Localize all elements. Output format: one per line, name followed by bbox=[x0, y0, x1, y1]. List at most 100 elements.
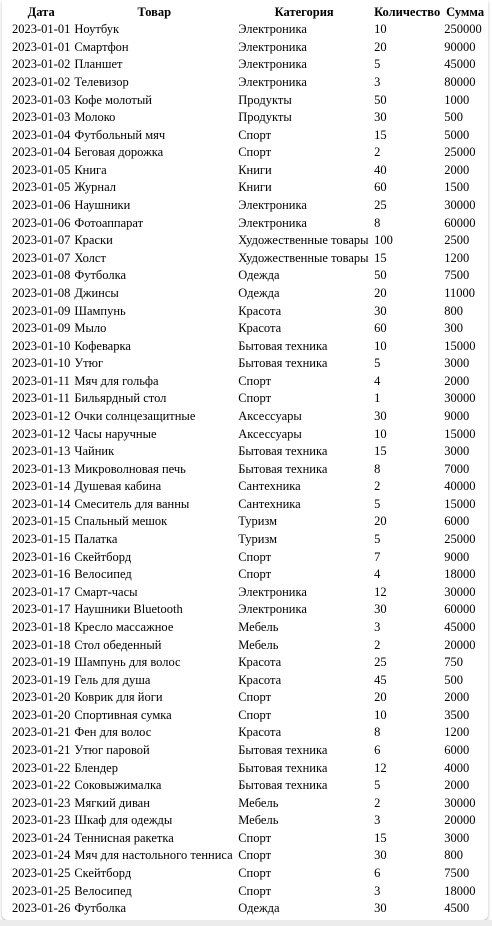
cell-category: Спорт bbox=[238, 707, 272, 722]
cell-quantity: 15 bbox=[374, 127, 387, 142]
window-bottom-strip bbox=[0, 920, 492, 926]
cell-date: 2023-01-15 bbox=[12, 532, 71, 547]
cell-date: 2023-01-05 bbox=[12, 180, 71, 195]
table-row: 2023-01-20 Коврик для йоги Спорт 20 2000 bbox=[10, 689, 488, 707]
cell-category: Спорт bbox=[238, 549, 272, 564]
cell-category: Электроника bbox=[238, 198, 307, 213]
cell-date: 2023-01-06 bbox=[12, 215, 71, 230]
cell-sum: 2000 bbox=[444, 690, 470, 705]
cell-category: Аксессуары bbox=[238, 409, 302, 423]
cell-sum: 6000 bbox=[444, 514, 470, 529]
table-row: 2023-01-13 Чайник Бытовая техника 15 3000 bbox=[10, 443, 488, 461]
cell-category: Красота bbox=[238, 672, 282, 687]
cell-sum: 25000 bbox=[444, 145, 476, 160]
cell-date: 2023-01-14 bbox=[12, 479, 71, 494]
cell-category: О bbox=[236, 917, 372, 920]
cell-date: 2023-01-20 bbox=[12, 690, 71, 705]
cell-quantity: 10 bbox=[374, 22, 387, 37]
cell-product: Шампунь bbox=[74, 303, 126, 318]
cell-sum: 20000 bbox=[444, 637, 476, 652]
table-row: 2023-01-08 Футболка Одежда 50 7500 bbox=[10, 267, 488, 285]
table-row: 2023-01-23 Шкаф для одежды Мебель 3 20000 bbox=[10, 812, 488, 830]
table-row: 2023-01-18 Кресло массажное Мебель 3 45000 bbox=[10, 619, 488, 637]
cell-sum: 7000 bbox=[444, 461, 470, 476]
cell-quantity: 10 bbox=[372, 917, 442, 920]
cell-category: Туризм bbox=[238, 532, 278, 547]
cell-quantity: 15 bbox=[374, 250, 387, 265]
cell-date: 2023-01-04 bbox=[12, 145, 71, 160]
table-row: 2023-01-12 Часы наручные Аксессуары 10 15000 bbox=[10, 425, 488, 443]
cell-category: Электроника bbox=[238, 39, 307, 54]
cell-date: 2023-01-21 bbox=[12, 742, 71, 757]
cell-sum: 2000 bbox=[444, 373, 470, 388]
cell-sum: 45000 bbox=[444, 57, 476, 72]
table-row: 2023-01-16 Скейтборд Спорт 7 9000 bbox=[10, 548, 488, 566]
cell-product: Фотоаппарат bbox=[74, 215, 144, 230]
table-row: 2023-01-05 Книга Книги 40 2000 bbox=[10, 162, 488, 180]
cell-date: 2023-01-08 bbox=[12, 285, 71, 300]
cell-date: 2023-01-08 bbox=[12, 268, 71, 283]
cell-category: Продукты bbox=[238, 92, 292, 107]
cell-sum: 25000 bbox=[444, 532, 476, 547]
cell-product: Гель для душа bbox=[74, 672, 151, 687]
cell-sum: 4500 bbox=[444, 901, 470, 916]
cell-quantity: 5 bbox=[374, 356, 381, 371]
cell-quantity: 30 bbox=[374, 110, 387, 125]
cell-category: Красота bbox=[238, 303, 282, 318]
cell-date: 2023-01-13 bbox=[12, 444, 71, 459]
table-row: 2023-01-01 Смартфон Электроника 20 90000 bbox=[10, 39, 488, 57]
table-row: 2023-01-23 Мягкий диван Мебель 2 30000 bbox=[10, 794, 488, 812]
cell-quantity: 25 bbox=[374, 655, 387, 670]
cell-category: Спорт bbox=[238, 883, 272, 898]
cell-date: 2023-01-25 bbox=[12, 866, 71, 881]
cell-product: Мяч для настольного тенниса bbox=[74, 848, 233, 863]
cell-product: Д bbox=[72, 917, 236, 920]
cell-sum: 60000 bbox=[444, 602, 476, 617]
cell-quantity: 3 bbox=[374, 813, 381, 828]
table-row: 2023-01-21 Фен для волос Красота 8 1200 bbox=[10, 724, 488, 742]
cell-category: Красота bbox=[238, 655, 282, 670]
cell-category: Спорт bbox=[238, 690, 272, 705]
cell-quantity: 3 bbox=[374, 75, 381, 90]
cell-product: Телевизор bbox=[74, 75, 129, 90]
cell-date: 2023-01-10 bbox=[12, 356, 71, 371]
cell-sum: 30000 bbox=[444, 584, 476, 599]
cell-sum: 250000 bbox=[444, 22, 482, 37]
cell-sum: 15000 bbox=[444, 426, 476, 441]
cell-product: Ноутбук bbox=[74, 22, 120, 37]
cell-quantity: 20 bbox=[374, 514, 387, 529]
table-row: 2023-01-25 Скейтборд Спорт 6 7500 bbox=[10, 865, 488, 883]
cell-date: 2023-01-14 bbox=[12, 496, 71, 511]
cell-category: Мебель bbox=[238, 813, 279, 828]
cell-sum: 9000 bbox=[444, 549, 470, 564]
table-row: 2023-01-18 Стол обеденный Мебель 2 20000 bbox=[10, 636, 488, 654]
cell-quantity: 2 bbox=[374, 795, 381, 810]
cell-date: 2023-01-04 bbox=[12, 127, 71, 142]
table-row: 2023-01-02 Планшет Электроника 5 45000 bbox=[10, 56, 488, 74]
cell-category: Бытовая техника bbox=[238, 461, 328, 476]
cell-sum: 11000 bbox=[444, 285, 476, 300]
header-date: Дата bbox=[27, 5, 55, 19]
cell-date: 2023-01-24 bbox=[12, 848, 71, 863]
cell-quantity: 50 bbox=[374, 268, 387, 283]
table-row: 2023-01-16 Велосипед Спорт 4 18000 bbox=[10, 566, 488, 584]
table-row: 2023-01-22 Блендер Бытовая техника 12 4000 bbox=[10, 759, 488, 777]
cell-date: 2023-01-19 bbox=[12, 672, 71, 687]
cell-category: Бытовая техника bbox=[238, 778, 328, 793]
table-row: 2023-01-10 Утюг Бытовая техника 5 3000 bbox=[10, 355, 488, 373]
cell-product: Велосипед bbox=[74, 883, 132, 898]
cell-date: 2023-01-03 bbox=[12, 110, 71, 125]
table-row: 2023-01-09 Шампунь Красота 30 800 bbox=[10, 302, 488, 320]
cell-category: Электроника bbox=[238, 75, 307, 90]
cell-product: Смеситель для ванны bbox=[74, 496, 190, 511]
cell-category: Электроника bbox=[238, 584, 307, 599]
cell-product: Шкаф для одежды bbox=[74, 813, 173, 828]
table-row: 2023-01-13 Микроволновая печь Бытовая техн… bbox=[10, 460, 488, 478]
table-body: 2023-01-01 Ноутбук Электроника 10 250000 2023… bbox=[10, 21, 488, 920]
cell-product: Беговая дорожка bbox=[74, 145, 164, 160]
cell-category: Бытовая техника bbox=[238, 444, 328, 459]
cell-quantity: 45 bbox=[374, 672, 387, 687]
cell-sum: 18000 bbox=[444, 883, 476, 898]
